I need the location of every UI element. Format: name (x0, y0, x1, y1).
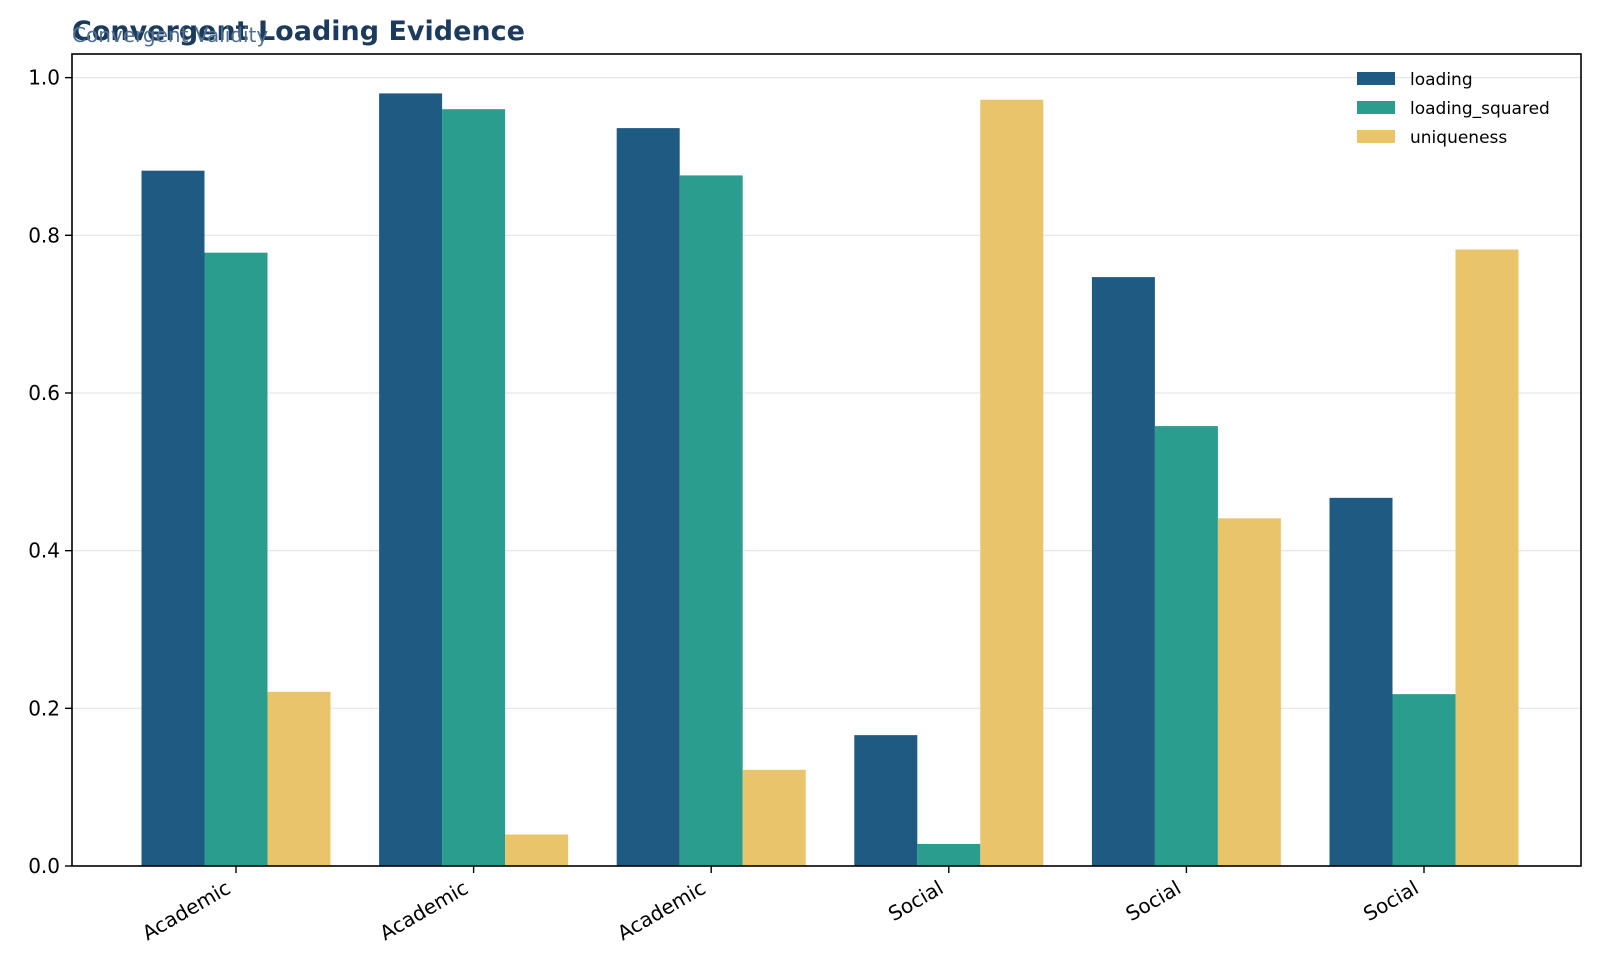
x-tick-label: Academic (376, 876, 473, 946)
y-tick-label: 0.0 (28, 854, 60, 878)
bar-loading (616, 128, 680, 866)
bar-loading-squared (442, 109, 506, 867)
bar-uniqueness (1455, 249, 1519, 866)
y-tick-label: 0.4 (28, 539, 60, 563)
y-tick-label: 1.0 (28, 66, 60, 90)
plot-frame (71, 53, 1582, 867)
y-tick-label: 0.2 (28, 696, 60, 720)
bar-loading (1329, 497, 1393, 866)
bar-loading-squared (204, 252, 268, 867)
legend-label-loading: loading (1410, 70, 1473, 90)
bar-uniqueness (742, 769, 806, 866)
bar-loading (379, 93, 443, 866)
bar-uniqueness (980, 99, 1044, 867)
x-tick-label: Academic (138, 876, 235, 946)
legend-label-loading-squared: loading_squared (1410, 99, 1550, 119)
x-tick-label: Social (1122, 876, 1185, 926)
bar-loading (854, 735, 918, 866)
legend-swatch-loading (1357, 72, 1395, 85)
bar-loading-squared (1392, 694, 1456, 866)
bar-loading-squared (1154, 426, 1218, 866)
chart-title: Convergent Loading Evidence (72, 16, 525, 47)
chart-subtitle: Convergent Validity (72, 23, 268, 47)
legend-swatch-loading-squared (1357, 101, 1395, 114)
bar-uniqueness (505, 834, 569, 866)
y-tick-label: 0.6 (28, 381, 60, 405)
bar-uniqueness (267, 691, 331, 866)
x-tick-label: Academic (613, 876, 710, 946)
x-tick-label: Social (884, 876, 947, 926)
y-tick-label: 0.8 (28, 223, 60, 247)
bar-loading (1091, 277, 1155, 866)
legend-label-uniqueness: uniqueness (1410, 128, 1507, 148)
bar-uniqueness (1217, 518, 1281, 866)
legend: loading loading_squared uniqueness (1357, 70, 1550, 148)
x-tick-label: Social (1359, 876, 1422, 926)
bar-loading (141, 170, 205, 867)
bar-loading-squared (917, 843, 981, 866)
legend-swatch-uniqueness (1357, 130, 1395, 143)
bar-loading-squared (679, 175, 743, 866)
bars (141, 93, 1519, 867)
